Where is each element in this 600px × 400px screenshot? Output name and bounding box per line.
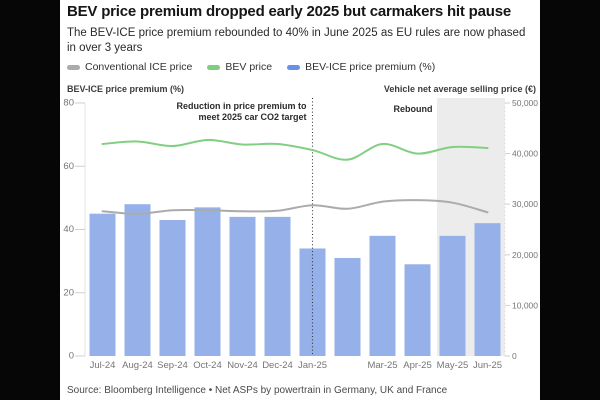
legend-item-bev: BEV price bbox=[207, 61, 272, 73]
premium-bar-Mar-25 bbox=[369, 235, 396, 356]
legend-item-premium: BEV-ICE price premium (%) bbox=[287, 61, 435, 73]
left-axis-tick-label: 80 bbox=[63, 98, 74, 109]
chart-title: BEV price premium dropped early 2025 but… bbox=[67, 3, 512, 20]
left-axis-title: BEV-ICE price premium (%) bbox=[67, 84, 185, 94]
x-axis-label-May-25: May-25 bbox=[437, 360, 469, 371]
premium-bar-swatch-icon bbox=[287, 64, 301, 70]
right-axis-tick-label: 20,000 bbox=[512, 250, 538, 260]
legend-label-ice: Conventional ICE price bbox=[85, 61, 193, 73]
legend-label-bev: BEV price bbox=[225, 61, 273, 73]
left-axis-tick-label: 20 bbox=[63, 287, 74, 298]
annotation-reduction-line1: Reduction in price premium to bbox=[176, 101, 307, 111]
x-axis-label-Sep-24: Sep-24 bbox=[157, 360, 188, 371]
x-axis-label-Apr-25: Apr-25 bbox=[403, 360, 432, 371]
x-axis-label-Mar-25: Mar-25 bbox=[367, 360, 397, 371]
axis-titles-row: BEV-ICE price premium (%) Vehicle net av… bbox=[67, 84, 536, 94]
premium-bar-Nov-24 bbox=[229, 216, 256, 356]
right-axis-tick-label: 0 bbox=[512, 351, 517, 361]
chart-area: 0 20 40 60 80 0 10,000 20,000 30,000 40,000 50,000… bbox=[60, 95, 540, 380]
x-axis-label-Jul-24: Jul-24 bbox=[90, 360, 116, 371]
chart-svg: 0 20 40 60 80 0 10,000 20,000 30,000 40,000 50,000… bbox=[63, 98, 538, 372]
x-axis-label-Nov-24: Nov-24 bbox=[227, 360, 258, 371]
premium-bar-Dec-24 bbox=[264, 216, 291, 356]
right-axis-tick-label: 50,000 bbox=[512, 98, 538, 108]
left-axis-tick-label: 0 bbox=[69, 351, 74, 362]
right-axis-title: Vehicle net average selling price (€) bbox=[383, 84, 536, 94]
right-axis-tick-label: 40,000 bbox=[512, 149, 538, 159]
x-axis-label-Dec-24: Dec-24 bbox=[262, 360, 293, 371]
premium-bar-Oct-24 bbox=[194, 207, 221, 356]
premium-bar-Feb-25 bbox=[334, 257, 361, 356]
left-axis-tick-label: 40 bbox=[63, 224, 74, 235]
legend-label-premium: BEV-ICE price premium (%) bbox=[305, 61, 436, 73]
chart-subtitle: The BEV-ICE price premium rebounded to 4… bbox=[67, 27, 526, 54]
premium-bar-Jul-24 bbox=[89, 213, 116, 356]
premium-bar-Apr-25 bbox=[404, 264, 431, 356]
right-axis-tick-label: 10,000 bbox=[512, 300, 538, 310]
legend-item-ice: Conventional ICE price bbox=[67, 61, 192, 73]
left-axis-tick-label: 60 bbox=[63, 161, 74, 172]
annotation-reduction-line2: meet 2025 car CO2 target bbox=[198, 112, 306, 122]
bev-price-line bbox=[101, 138, 489, 161]
chart-card: BEV price premium dropped early 2025 but… bbox=[60, 0, 540, 400]
source-note: Source: Bloomberg Intelligence • Net ASP… bbox=[67, 385, 448, 396]
x-axis-label-Jun-25: Jun-25 bbox=[473, 360, 502, 371]
x-axis-label-Jan-25: Jan-25 bbox=[298, 360, 327, 371]
x-axis-label-Oct-24: Oct-24 bbox=[193, 360, 222, 371]
right-axis-tick-label: 30,000 bbox=[512, 199, 538, 209]
premium-bar-May-25 bbox=[439, 235, 466, 356]
ice-line-swatch-icon bbox=[67, 64, 80, 70]
x-axis-label-Aug-24: Aug-24 bbox=[122, 360, 153, 371]
premium-bar-Sep-24 bbox=[159, 220, 186, 356]
annotation-rebound: Rebound bbox=[394, 104, 433, 114]
bev-line-swatch-icon bbox=[207, 64, 221, 70]
premium-bar-Aug-24 bbox=[124, 204, 151, 356]
legend: Conventional ICE price BEV price BEV-ICE… bbox=[67, 61, 435, 73]
premium-bar-Jun-25 bbox=[474, 223, 501, 356]
conventional-ice-price-line bbox=[101, 199, 489, 215]
